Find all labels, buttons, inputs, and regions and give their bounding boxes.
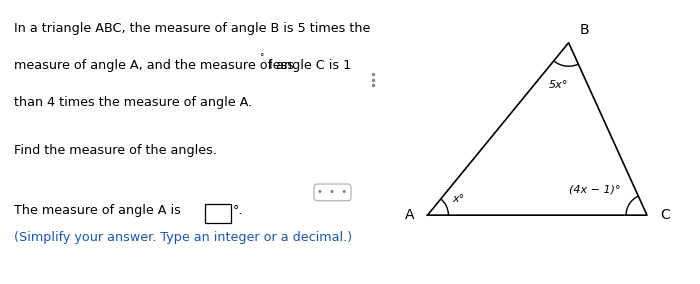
Text: B: B (580, 23, 589, 37)
Text: 5x°: 5x° (549, 80, 568, 89)
Text: C: C (660, 208, 670, 222)
Text: (Simplify your answer. Type an integer or a decimal.): (Simplify your answer. Type an integer o… (14, 231, 352, 244)
Text: (4x − 1)°: (4x − 1)° (569, 184, 620, 194)
Text: In a triangle ABC, the measure of angle B is 5 times the: In a triangle ABC, the measure of angle … (14, 22, 371, 35)
Text: The measure of angle A is: The measure of angle A is (14, 204, 181, 217)
Text: Find the measure of the angles.: Find the measure of the angles. (14, 145, 217, 157)
Text: A: A (405, 208, 414, 222)
Text: less: less (265, 59, 295, 72)
FancyBboxPatch shape (205, 204, 231, 223)
Text: measure of angle A, and the measure of angle C is 1: measure of angle A, and the measure of a… (14, 59, 351, 72)
Text: °.: °. (232, 204, 243, 217)
Text: °: ° (259, 53, 263, 62)
Text: •  •  •: • • • (317, 187, 348, 197)
Text: than 4 times the measure of angle A.: than 4 times the measure of angle A. (14, 96, 253, 109)
Text: x°: x° (453, 195, 465, 204)
